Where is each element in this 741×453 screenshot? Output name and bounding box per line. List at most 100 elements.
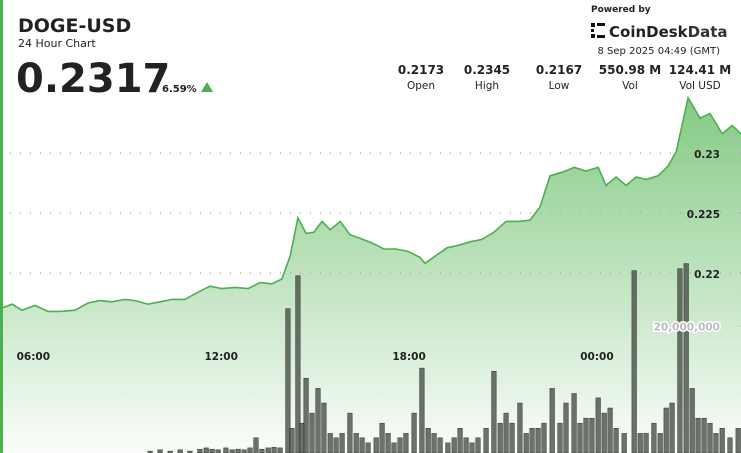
powered-by: Powered by	[591, 5, 651, 15]
volume-bar	[457, 428, 463, 453]
volume-bar	[571, 393, 577, 453]
volume-bar	[663, 407, 669, 453]
stat-value: 0.2173	[398, 63, 444, 77]
volume-bar	[265, 447, 271, 453]
stat-label: High	[475, 80, 499, 92]
stat-value: 550.98 M	[599, 63, 661, 77]
volume-bar	[563, 402, 569, 453]
price-area	[2, 97, 741, 453]
stat-value: 124.41 M	[669, 63, 731, 77]
volume-bar	[347, 412, 353, 453]
volume-bar	[541, 422, 547, 453]
y2-tick-label: 20,000,000	[654, 321, 720, 333]
subtitle: 24 Hour Chart	[18, 37, 96, 50]
volume-bar	[643, 433, 649, 453]
volume-bar	[365, 442, 371, 453]
volume-bar	[425, 428, 431, 453]
brand-name: CoinDesk	[609, 23, 689, 41]
volume-bar	[445, 442, 451, 453]
volume-bar	[491, 371, 497, 453]
volume-bar	[339, 433, 345, 453]
volume-bar	[637, 433, 643, 453]
volume-bar	[327, 433, 333, 453]
volume-bar	[517, 402, 523, 453]
volume-bar	[683, 263, 689, 453]
timestamp: 8 Sep 2025 04:49 (GMT)	[598, 46, 721, 57]
stat-label: Vol USD	[679, 80, 720, 92]
stat-value: 0.2345	[464, 63, 510, 77]
stat-label: Low	[549, 80, 570, 92]
volume-bar	[535, 428, 541, 453]
x-tick-label: 18:00	[392, 351, 425, 363]
volume-bar	[309, 412, 315, 453]
volume-bar	[583, 417, 589, 453]
volume-bar	[373, 437, 379, 453]
volume-bar	[419, 367, 425, 453]
volume-bar	[187, 450, 193, 453]
volume-bar	[403, 433, 409, 453]
volume-bar	[631, 270, 637, 453]
volume-bar	[209, 448, 215, 453]
accent-bar	[0, 0, 3, 453]
volume-bar	[735, 428, 741, 453]
symbol: DOGE-USD	[18, 15, 131, 37]
volume-bar	[595, 397, 601, 453]
stats: 0.2173 Open 0.2345 High 0.2167 Low 550.98 M Vol…	[398, 63, 731, 92]
brand: CoinDeskData	[609, 23, 728, 41]
y-tick-label: 0.23	[694, 149, 720, 161]
volume-bar	[259, 448, 265, 453]
volume-bar	[379, 422, 385, 453]
volume-bar	[601, 412, 607, 453]
stat-label: Vol	[622, 80, 638, 92]
volume-bar	[529, 428, 535, 453]
volume-bar	[509, 422, 515, 453]
logo-icon	[591, 23, 605, 38]
volume-bar	[657, 433, 663, 453]
y-tick-label: 0.225	[687, 209, 720, 221]
volume-bar	[669, 402, 675, 453]
volume-bar	[411, 412, 417, 453]
volume-bar	[437, 437, 443, 453]
volume-bar	[707, 422, 713, 453]
volume-bar	[695, 417, 701, 453]
volume-bar	[197, 448, 203, 453]
volume-bar	[577, 422, 583, 453]
x-tick-label: 00:00	[580, 351, 613, 363]
volume-bar	[203, 447, 209, 453]
volume-bar	[303, 378, 309, 453]
volume-bar	[289, 428, 295, 453]
volume-bar	[285, 308, 291, 453]
volume-bar	[167, 450, 173, 453]
volume-bar	[397, 437, 403, 453]
volume-bar	[523, 433, 529, 453]
volume-bar	[359, 437, 365, 453]
volume-bar	[719, 428, 725, 453]
volume-bar	[469, 442, 475, 453]
stat-label: Open	[407, 80, 435, 92]
volume-bar	[147, 450, 153, 453]
volume-bar	[385, 433, 391, 453]
volume-bar	[713, 433, 719, 453]
volume-bar	[277, 447, 283, 453]
volume-bar	[253, 437, 259, 453]
volume-bar	[677, 268, 683, 453]
price-line	[2, 95, 741, 313]
volume-bar	[613, 428, 619, 453]
volume-bar	[483, 428, 489, 453]
volume-bar	[315, 388, 321, 453]
volume-bar	[391, 442, 397, 453]
volume-bar	[475, 437, 481, 453]
volume-bar	[727, 437, 733, 453]
volume-bar	[557, 422, 563, 453]
volume-bar	[607, 407, 613, 453]
change: 6.59%	[162, 84, 197, 95]
volume-bar	[621, 433, 627, 453]
volume-bar	[431, 433, 437, 453]
volume-bar	[451, 437, 457, 453]
volume-bar	[247, 447, 253, 453]
volume-bar	[295, 275, 301, 453]
stat-value: 0.2167	[536, 63, 582, 77]
volume-bar	[333, 437, 339, 453]
volume-bar	[271, 447, 277, 453]
